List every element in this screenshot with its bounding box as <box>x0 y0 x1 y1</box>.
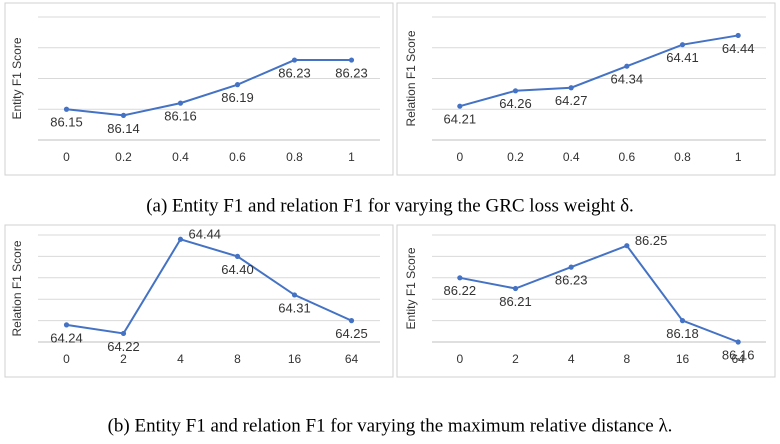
point <box>679 42 686 48</box>
data-label: 64.40 <box>221 262 254 277</box>
point <box>348 57 355 63</box>
x-tick-label: 0.2 <box>115 150 132 164</box>
data-label: 86.15 <box>50 115 83 130</box>
data-label: 64.41 <box>666 50 699 65</box>
point <box>120 112 127 118</box>
y-axis-label: Entity F1 Score <box>404 247 418 329</box>
x-tick-label: 4 <box>568 352 575 366</box>
point <box>735 32 741 39</box>
data-label: 64.27 <box>555 93 588 108</box>
data-label: 86.16 <box>164 109 197 124</box>
data-label: 86.21 <box>499 294 532 309</box>
point <box>512 285 519 292</box>
data-label: 64.25 <box>335 326 368 341</box>
point <box>568 85 574 91</box>
data-label: 64.22 <box>107 339 140 354</box>
point <box>177 236 184 242</box>
point <box>457 275 463 281</box>
data-label: 86.23 <box>278 65 311 80</box>
x-tick-label: 8 <box>234 352 241 366</box>
x-tick-label: 0.8 <box>286 150 303 164</box>
x-tick-label: 64 <box>731 352 745 366</box>
point <box>624 243 630 249</box>
x-tick-label: 0.6 <box>618 150 635 164</box>
point <box>234 82 241 88</box>
data-label: 86.25 <box>635 233 668 248</box>
y-axis-label: Relation F1 Score <box>404 30 418 126</box>
data-label: 86.16 <box>722 347 755 362</box>
x-tick-label: 2 <box>120 352 127 366</box>
x-tick-label: 8 <box>623 352 630 366</box>
line <box>459 34 739 108</box>
caption: (a) Entity F1 and relation F1 for varyin… <box>146 195 634 216</box>
point <box>291 292 298 298</box>
panel <box>4 2 394 176</box>
x-tick-label: 0.2 <box>507 150 524 164</box>
data-label: 64.44 <box>722 41 755 56</box>
panel <box>396 2 776 176</box>
point <box>234 253 241 259</box>
panel <box>396 224 776 378</box>
x-tick-label: 0.8 <box>674 150 691 164</box>
data-label: 86.14 <box>107 121 140 136</box>
data-label: 86.19 <box>221 90 254 105</box>
x-tick-label: 0.4 <box>172 150 189 164</box>
x-tick-label: 0.4 <box>563 150 580 164</box>
data-label: 86.23 <box>335 65 368 80</box>
data-label: 64.31 <box>278 300 311 315</box>
x-tick-label: 1 <box>735 150 742 164</box>
point <box>624 63 630 69</box>
x-tick-label: 0 <box>63 150 70 164</box>
point <box>291 57 298 63</box>
y-axis-label: Relation F1 Score <box>10 240 24 336</box>
point <box>735 339 741 345</box>
x-tick-label: 2 <box>512 352 519 366</box>
x-tick-label: 0 <box>456 352 463 366</box>
point <box>63 322 70 328</box>
point <box>457 103 463 109</box>
data-label: 86.23 <box>555 273 588 288</box>
x-tick-label: 0 <box>63 352 70 366</box>
x-tick-label: 0 <box>456 150 463 164</box>
x-tick-label: 4 <box>177 352 184 366</box>
data-label: 64.24 <box>50 330 83 345</box>
line <box>66 238 352 335</box>
data-label: 64.34 <box>611 72 644 87</box>
line <box>459 244 739 343</box>
data-label: 64.44 <box>189 227 222 242</box>
y-axis-label: Entity F1 Score <box>10 37 24 119</box>
x-tick-label: 16 <box>676 352 690 366</box>
x-tick-label: 16 <box>288 352 302 366</box>
data-label: 64.21 <box>444 112 477 127</box>
point <box>348 318 355 324</box>
x-tick-label: 1 <box>348 150 355 164</box>
data-label: 64.26 <box>499 96 532 111</box>
point <box>177 100 184 106</box>
point <box>512 88 519 94</box>
point <box>568 264 574 270</box>
point <box>120 330 127 337</box>
point <box>63 106 70 112</box>
point <box>679 318 686 324</box>
line <box>66 59 352 117</box>
x-tick-label: 0.6 <box>229 150 246 164</box>
panel <box>4 224 394 378</box>
data-label: 86.18 <box>666 326 699 341</box>
x-tick-label: 64 <box>345 352 359 366</box>
data-label: 86.22 <box>444 283 477 298</box>
caption: (b) Entity F1 and relation F1 for varyin… <box>108 415 673 436</box>
